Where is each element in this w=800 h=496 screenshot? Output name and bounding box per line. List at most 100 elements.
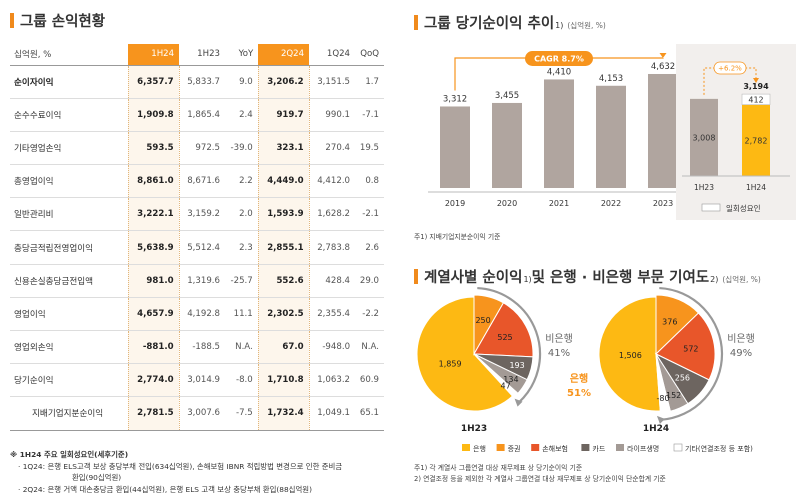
trend-bar	[544, 79, 574, 188]
bank-share-name: 은행	[570, 372, 588, 385]
col-header: 1H24	[128, 44, 180, 66]
legend-label: 라이프생명	[627, 444, 659, 453]
legend-swatch	[581, 444, 590, 451]
table-cell: 2,855.1	[257, 230, 310, 265]
table-cell: 1,593.9	[257, 197, 310, 232]
trend-bar	[492, 102, 522, 188]
table-row: 영업외손익 -881.0 -188.5 N.A. 67.0 -948.0 N.A.	[10, 330, 384, 365]
table-cell: 3,159.2	[179, 197, 226, 232]
trend-value-label: 4,153	[599, 74, 623, 84]
row-label: 충당금적립전영업이익	[10, 230, 129, 265]
table-cell: -188.5	[179, 330, 226, 365]
table-body: 순이자이익 6,357.7 5,833.7 9.0 3,206.2 3,151.5 1.7 순…	[10, 65, 384, 431]
table-cell: 6,357.7	[127, 65, 180, 99]
table-row: 영업이익 4,657.9 4,192.8 11.1 2,302.5 2,355.4 -2.2	[10, 297, 384, 332]
table-cell: 60.9	[355, 363, 384, 398]
title-accent-bar	[414, 15, 418, 30]
table-cell: 2,781.5	[127, 396, 180, 431]
left-section-title: 그룹 손익현황	[10, 10, 105, 31]
table-header-row: 십억원, % 1H24 1H23 YoY 2Q24 1Q24 QoQ	[10, 44, 384, 66]
affiliate-income-title: 계열사별 순이익 1) 및 은행 · 비은행 부문 기여도 2) (십억원, %…	[414, 266, 761, 287]
table-cell: 972.5	[179, 131, 226, 166]
bank-share-pct: 51%	[567, 388, 591, 399]
cagr-badge	[525, 51, 593, 66]
pie-slice	[655, 312, 716, 381]
trend-value-label: 3,312	[443, 94, 467, 104]
comparison-category-label: 1H23	[694, 183, 714, 192]
table-row: 충당금적립전영업이익 5,638.9 5,512.4 2.3 2,855.1 2,783.…	[10, 230, 384, 265]
row-label: 순이자이익	[10, 65, 129, 99]
pie-slice	[598, 296, 661, 412]
note-line-3: · 2Q24: 은행 거액 대손충당금 환입(44십억원), 은행 ELS 고객…	[18, 484, 312, 494]
table-cell: 2.2	[225, 164, 259, 199]
table-cell: N.A.	[225, 330, 259, 365]
trend-bar	[648, 73, 678, 188]
table-cell: 19.5	[355, 131, 384, 166]
table-cell: 919.7	[257, 98, 310, 132]
affiliate-title-rest: 및 은행 · 비은행 부문 기여도	[531, 270, 710, 286]
pie-slice-label: 134	[503, 375, 518, 384]
table-cell: 4,449.0	[257, 164, 310, 199]
col-header: 1H23	[179, 44, 226, 66]
table-cell: 428.4	[309, 264, 356, 298]
table-cell: -25.7	[225, 264, 259, 298]
cagr-label: CAGR 8.7%	[534, 55, 584, 64]
table-cell: 5,833.7	[179, 65, 226, 99]
pie-slice	[473, 353, 519, 399]
trend-footnote: 주1) 지배기업지분순이익 기준	[414, 233, 501, 241]
table-row: 당기순이익 2,774.0 3,014.9 -8.0 1,710.8 1,063.2 60.…	[10, 363, 384, 398]
legend-swatch	[673, 443, 683, 452]
title-accent-bar	[414, 269, 418, 284]
table-cell: 990.1	[309, 98, 356, 132]
affiliate-pie-charts: 1,85925052519313447은행59%비은행41%1H231,5063…	[416, 286, 755, 453]
trend-category-label: 2023	[653, 199, 673, 208]
trend-value-label: 4,410	[547, 67, 571, 77]
non-bank-arc-head	[656, 415, 665, 424]
table-row: 지배기업지분순이익 2,781.5 3,007.6 -7.5 1,732.4 1,049.…	[10, 396, 384, 431]
table-cell: 1,628.2	[309, 197, 356, 232]
table-cell: 29.0	[355, 264, 384, 298]
table-cell: 9.0	[225, 65, 259, 99]
comparison-category-label: 1H24	[746, 183, 766, 192]
non-bank-share-pct: 41%	[548, 348, 570, 359]
trend-value-label: 3,455	[495, 91, 519, 101]
table-cell: 2,774.0	[127, 363, 180, 398]
col-header: 2Q24	[258, 44, 310, 66]
table-cell: 1,063.2	[309, 363, 356, 398]
table-cell: -8.0	[225, 363, 259, 398]
one-off-legend-swatch	[701, 203, 721, 212]
table-cell: 1.7	[355, 65, 384, 99]
trend-value-label: 4,632	[651, 62, 675, 72]
note-line-1: · 1Q24: 은행 ELS고객 보상 충당부채 전입(634십억원), 손해보…	[18, 461, 343, 471]
table-cell: -2.2	[355, 297, 384, 332]
legend-label: 은행	[473, 444, 486, 453]
table-cell: 2.4	[225, 98, 259, 132]
affiliate-title-text: 계열사별 순이익	[424, 270, 523, 286]
comparison-value-label: 3,008	[693, 133, 716, 142]
non-bank-arc	[477, 286, 542, 404]
notes-title: ※ 1H24 주요 일회성요인(세후기준)	[10, 450, 129, 459]
col-header: YoY	[225, 44, 259, 66]
table-cell: 0.8	[355, 164, 384, 199]
growth-arrow-head	[753, 78, 759, 83]
table-cell: -39.0	[225, 131, 259, 166]
cagr-arrow-head	[659, 52, 667, 58]
legend-swatch	[496, 444, 505, 451]
table-cell: 8,671.6	[179, 164, 226, 199]
table-cell: 981.0	[127, 264, 180, 298]
table-cell: 4,192.8	[179, 297, 226, 332]
comparison-bar	[742, 104, 770, 176]
table-cell: 1,710.8	[257, 363, 310, 398]
comparison-total-label: 3,194	[743, 82, 769, 91]
row-label: 일반관리비	[10, 197, 129, 232]
affiliate-footnote-2: 2) 연결조정 등을 제외한 각 계열사 그룹연결 대상 재무제표 상 당기순이…	[414, 475, 666, 483]
table-cell: -881.0	[127, 330, 180, 365]
table-cell: 5,638.9	[127, 230, 180, 265]
table-cell: 5,512.4	[179, 230, 226, 265]
row-label: 순수수료이익	[10, 98, 129, 132]
table-cell: 323.1	[257, 131, 310, 166]
pie-slice-label: 1,506	[619, 351, 642, 360]
row-label: 신용손실충당금전입액	[10, 264, 129, 298]
trend-title-unit: (십억원, %)	[567, 21, 606, 30]
affiliate-title-unit: (십억원, %)	[722, 275, 761, 284]
